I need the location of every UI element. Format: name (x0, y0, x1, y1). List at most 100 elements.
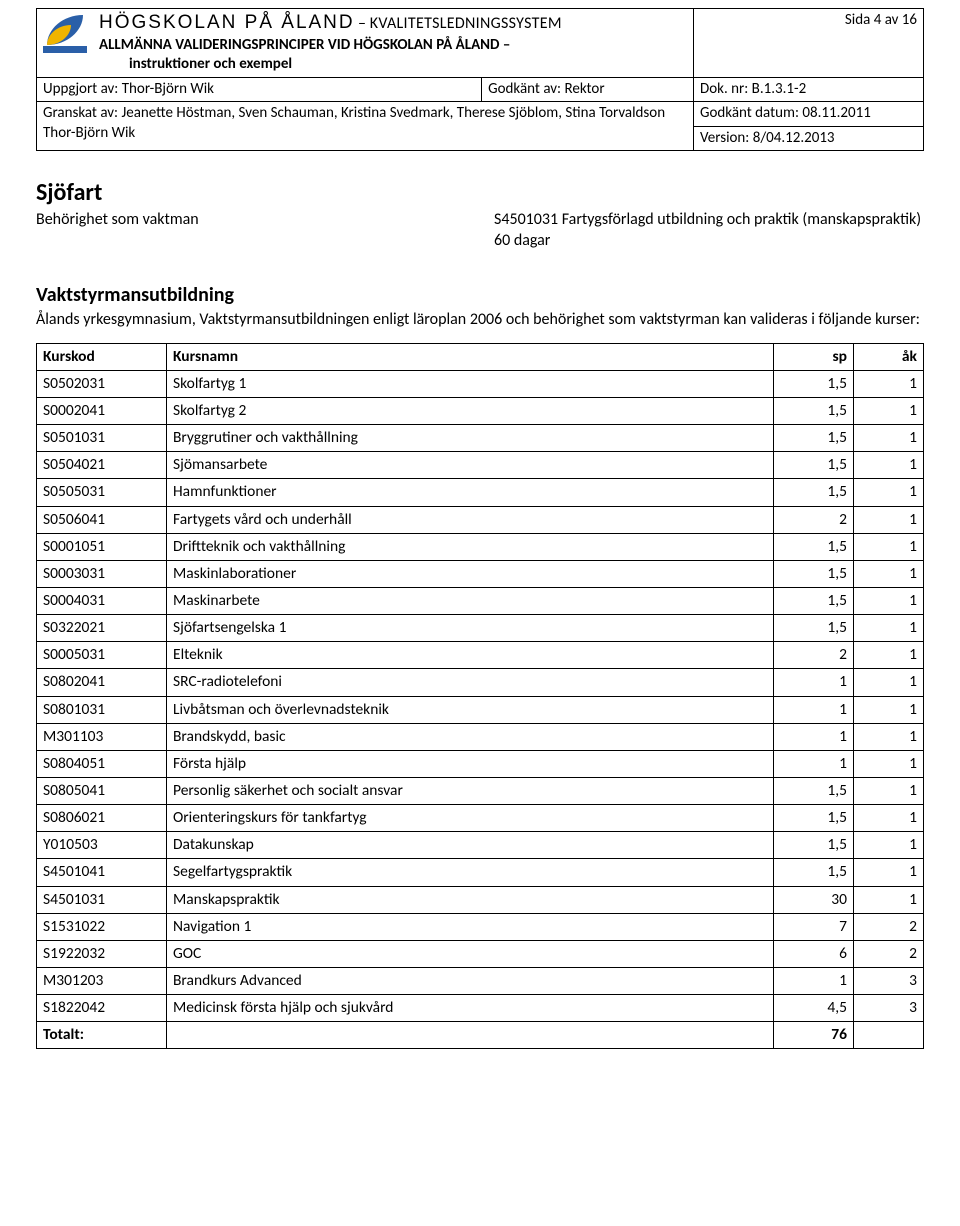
cell-kurskod: S0802041 (37, 669, 167, 696)
title-cell: HÖGSKOLAN PÅ ÅLAND – KVALITETSLEDNINGSSY… (93, 9, 694, 78)
document-header-table: HÖGSKOLAN PÅ ÅLAND – KVALITETSLEDNINGSSY… (36, 8, 924, 151)
cell-ak: 1 (854, 723, 924, 750)
cell-kurskod: S0804051 (37, 750, 167, 777)
table-row: S4501041Segelfartygspraktik1,51 (37, 859, 924, 886)
cell-kursnamn: Sjömansarbete (167, 452, 774, 479)
cell-kursnamn: Manskapspraktik (167, 886, 774, 913)
godkant-av-cell: Godkänt av: Rektor (482, 77, 694, 102)
cell-ak: 1 (854, 370, 924, 397)
cell-ak: 1 (854, 669, 924, 696)
version-label: Version: (700, 129, 749, 147)
cell-sp: 2 (774, 642, 854, 669)
table-row: S0501031Bryggrutiner och vakthållning1,5… (37, 425, 924, 452)
doknr-cell: Dok. nr: B.1.3.1-2 (694, 77, 924, 102)
cell-ak: 1 (854, 452, 924, 479)
cell-kurskod: S0502031 (37, 370, 167, 397)
cell-kurskod: S0002041 (37, 398, 167, 425)
doc-title: ALLMÄNNA VALIDERINGSPRINCIPER VID HÖGSKO… (99, 36, 510, 54)
cell-kurskod: S0806021 (37, 805, 167, 832)
table-row: S4501031Manskapspraktik301 (37, 886, 924, 913)
cell-sp: 2 (774, 506, 854, 533)
cell-sp: 6 (774, 940, 854, 967)
table-row: S0802041SRC-radiotelefoni11 (37, 669, 924, 696)
cell-ak: 1 (854, 832, 924, 859)
godkant-datum-cell: Godkänt datum: 08.11.2011 (694, 102, 924, 127)
cell-kursnamn: Skolfartyg 1 (167, 370, 774, 397)
cell-ak: 1 (854, 506, 924, 533)
cell-kursnamn: Skolfartyg 2 (167, 398, 774, 425)
th-kursnamn: Kursnamn (167, 343, 774, 370)
cell-ak: 1 (854, 886, 924, 913)
table-row: M301103Brandskydd, basic11 (37, 723, 924, 750)
course-table: Kurskod Kursnamn sp åk S0502031Skolfarty… (36, 343, 924, 1050)
cell-ak: 1 (854, 533, 924, 560)
cell-sp: 30 (774, 886, 854, 913)
cell-kurskod: S0801031 (37, 696, 167, 723)
cell-totals-label: Totalt: (37, 1022, 167, 1049)
version-cell: Version: 8/04.12.2013 (694, 126, 924, 151)
cell-ak: 2 (854, 940, 924, 967)
cell-kurskod: M301203 (37, 968, 167, 995)
cell-kursnamn: Orienteringskurs för tankfartyg (167, 805, 774, 832)
cell-sp: 1,5 (774, 370, 854, 397)
cell-kursnamn: Personlig säkerhet och socialt ansvar (167, 778, 774, 805)
table-row: S0002041Skolfartyg 21,51 (37, 398, 924, 425)
intro-paragraph: Ålands yrkesgymnasium, Vaktstyrmansutbil… (36, 310, 924, 331)
cell-sp: 1,5 (774, 615, 854, 642)
subheading: Vaktstyrmansutbildning (36, 282, 924, 308)
table-row: S0804051Första hjälp11 (37, 750, 924, 777)
cell-kursnamn: Sjöfartsengelska 1 (167, 615, 774, 642)
cell-kursnamn: GOC (167, 940, 774, 967)
cell-kurskod: S4501031 (37, 886, 167, 913)
cell-sp: 1,5 (774, 805, 854, 832)
cell-sp: 1 (774, 750, 854, 777)
table-row: S1531022Navigation 172 (37, 913, 924, 940)
table-row: M301203Brandkurs Advanced13 (37, 968, 924, 995)
cell-kursnamn: SRC-radiotelefoni (167, 669, 774, 696)
cell-kurskod: S0322021 (37, 615, 167, 642)
th-kurskod: Kurskod (37, 343, 167, 370)
cell-kursnamn: Hamnfunktioner (167, 479, 774, 506)
behorighet-text: Behörighet som vaktman (36, 210, 199, 231)
doknr-value: B.1.3.1-2 (752, 80, 807, 98)
cell-sp: 1,5 (774, 452, 854, 479)
cell-ak: 2 (854, 913, 924, 940)
cell-sp: 1,5 (774, 560, 854, 587)
page-number: Sida 4 av 16 (694, 9, 924, 78)
table-totals-row: Totalt: 76 (37, 1022, 924, 1049)
cell-sp: 1,5 (774, 398, 854, 425)
cell-ak: 1 (854, 859, 924, 886)
cell-kursnamn: Fartygets vård och underhåll (167, 506, 774, 533)
granskat-label: Granskat av: (43, 104, 118, 122)
cell-kurskod: S0004031 (37, 588, 167, 615)
cell-kursnamn: Elteknik (167, 642, 774, 669)
cell-ak: 1 (854, 425, 924, 452)
cell-kurskod: S0805041 (37, 778, 167, 805)
cell-kurskod: S0005031 (37, 642, 167, 669)
doknr-label: Dok. nr: (700, 80, 748, 98)
cell-ak: 1 (854, 479, 924, 506)
cell-totals-sp: 76 (774, 1022, 854, 1049)
cell-kurskod: S0003031 (37, 560, 167, 587)
cell-kurskod: S1531022 (37, 913, 167, 940)
th-sp: sp (774, 343, 854, 370)
th-ak: åk (854, 343, 924, 370)
cell-sp: 1 (774, 669, 854, 696)
cell-kursnamn: Navigation 1 (167, 913, 774, 940)
cell-ak: 1 (854, 560, 924, 587)
uppgjort-label: Uppgjort av: (43, 80, 118, 98)
system-name: KVALITETSLEDNINGSSYSTEM (370, 14, 562, 33)
table-row: S0506041Fartygets vård och underhåll21 (37, 506, 924, 533)
cell-kursnamn: Medicinsk första hjälp och sjukvård (167, 995, 774, 1022)
cell-sp: 1 (774, 696, 854, 723)
org-name: HÖGSKOLAN PÅ ÅLAND (99, 12, 355, 33)
cell-kurskod: M301103 (37, 723, 167, 750)
cell-kursnamn: Segelfartygspraktik (167, 859, 774, 886)
granskat-cell: Granskat av: Jeanette Höstman, Sven Scha… (37, 102, 694, 151)
table-row: S0322021Sjöfartsengelska 11,51 (37, 615, 924, 642)
cell-ak: 3 (854, 995, 924, 1022)
cell-kurskod: S0501031 (37, 425, 167, 452)
cell-ak: 1 (854, 615, 924, 642)
cell-kurskod: S0506041 (37, 506, 167, 533)
table-row: S0504021Sjömansarbete1,51 (37, 452, 924, 479)
